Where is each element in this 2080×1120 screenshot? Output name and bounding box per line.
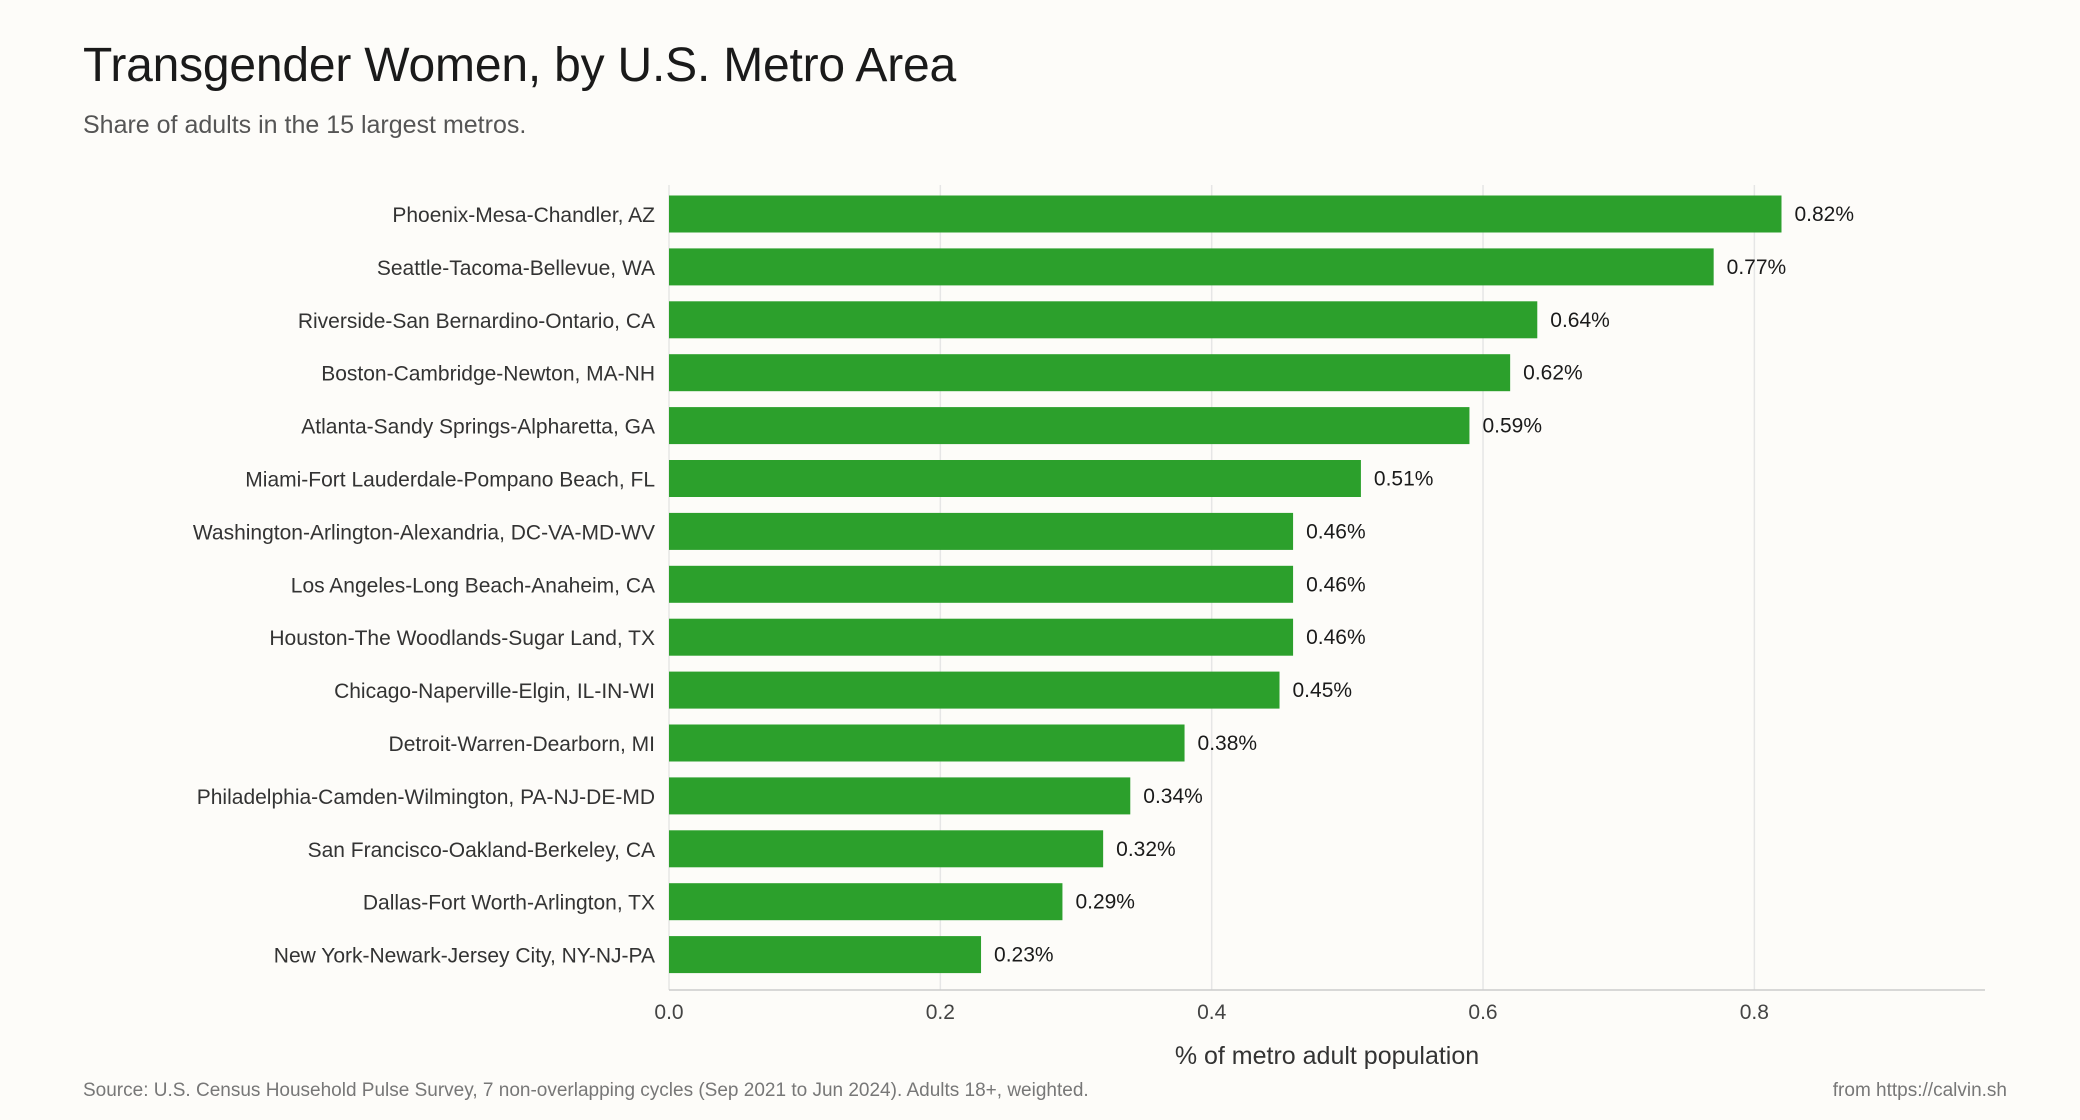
bar [669,248,1714,286]
bar [669,407,1470,445]
category-label: Houston-The Woodlands-Sugar Land, TX [269,627,655,650]
x-axis-title: % of metro adult population [1175,1042,1479,1070]
value-label: 0.45% [1293,679,1353,702]
value-label: 0.23% [994,944,1054,967]
x-tick-label: 0.0 [654,1001,683,1024]
value-label: 0.51% [1374,468,1434,491]
category-label: Riverside-San Bernardino-Ontario, CA [298,310,655,333]
value-label: 0.46% [1306,626,1366,649]
bar [669,671,1280,709]
x-tick-label: 0.6 [1468,1001,1497,1024]
category-label: New York-Newark-Jersey City, NY-NJ-PA [274,945,655,968]
value-labels: 0.82% 0.77% 0.64% 0.62% 0.59% 0.51% 0.46% 0.46%… [994,203,1854,967]
x-tick-label: 0.8 [1740,1001,1769,1024]
category-label: Boston-Cambridge-Newton, MA-NH [321,363,655,386]
value-label: 0.64% [1550,309,1610,332]
category-label: Atlanta-Sandy Springs-Alpharetta, GA [301,416,655,439]
bar [669,724,1185,762]
x-tick-label: 0.4 [1197,1001,1227,1024]
category-label: Miami-Fort Lauderdale-Pompano Beach, FL [245,469,655,492]
chart-title: Transgender Women, by U.S. Metro Area [83,39,956,92]
bar [669,830,1104,868]
category-label: Phoenix-Mesa-Chandler, AZ [392,204,655,227]
value-label: 0.77% [1727,256,1787,279]
category-label: Chicago-Naperville-Elgin, IL-IN-WI [334,680,655,703]
bar [669,883,1063,921]
bar [669,618,1294,656]
value-label: 0.46% [1306,573,1366,596]
value-label: 0.59% [1482,415,1542,438]
category-label: Los Angeles-Long Beach-Anaheim, CA [291,574,655,597]
category-label: Seattle-Tacoma-Bellevue, WA [377,257,655,280]
bar [669,565,1294,603]
value-label: 0.38% [1198,732,1258,755]
value-label: 0.34% [1143,785,1203,808]
value-label: 0.82% [1794,203,1854,226]
bar [669,195,1782,233]
x-tick-label: 0.2 [926,1001,955,1024]
bar [669,936,982,974]
x-tick-labels: 0.0 0.2 0.4 0.6 0.8 [654,1001,1769,1024]
category-labels: Phoenix-Mesa-Chandler, AZ Seattle-Tacoma-… [193,204,655,968]
value-label: 0.46% [1306,520,1366,543]
bar [669,460,1361,497]
value-label: 0.29% [1075,891,1135,914]
bar [669,512,1294,550]
category-label: Dallas-Fort Worth-Arlington, TX [363,892,655,915]
credit-link[interactable]: from https://calvin.sh [1832,1080,2007,1101]
category-label: Philadelphia-Camden-Wilmington, PA-NJ-DE… [197,786,655,809]
bar [669,777,1131,815]
category-label: Detroit-Warren-Dearborn, MI [389,733,655,756]
value-label: 0.32% [1116,838,1176,861]
category-label: Washington-Arlington-Alexandria, DC-VA-M… [193,521,655,544]
source-note: Source: U.S. Census Household Pulse Surv… [83,1080,1089,1101]
bar [669,301,1538,339]
chart-subtitle: Share of adults in the 15 largest metros… [83,111,527,139]
category-label: San Francisco-Oakland-Berkeley, CA [308,839,655,862]
bar [669,354,1511,392]
value-label: 0.62% [1523,362,1583,385]
bars [669,195,1782,974]
